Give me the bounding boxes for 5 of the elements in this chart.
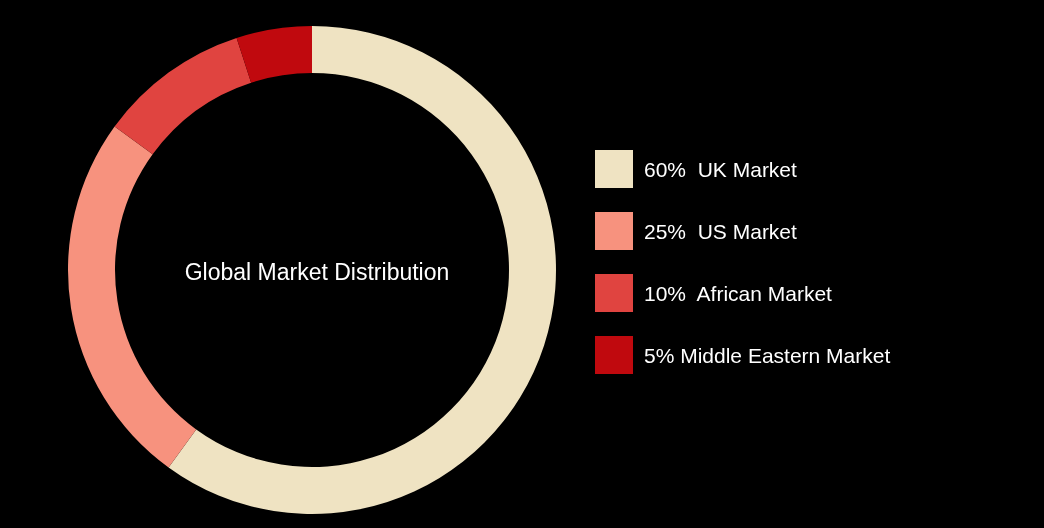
legend-label: 10% African Market <box>644 281 833 305</box>
legend-label: 25% US Market <box>644 219 798 243</box>
text: Global Market Distribution <box>184 258 450 285</box>
legend-label: 5% Middle Eastern Market <box>644 343 891 367</box>
legend-label: 60% UK Market <box>644 157 798 181</box>
